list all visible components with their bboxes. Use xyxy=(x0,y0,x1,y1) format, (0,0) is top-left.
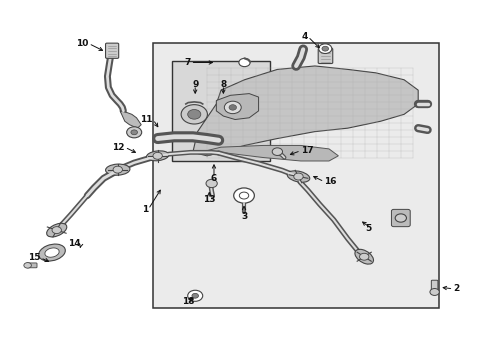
Text: 2: 2 xyxy=(452,284,459,293)
Circle shape xyxy=(131,130,137,135)
Text: 3: 3 xyxy=(241,212,246,221)
Ellipse shape xyxy=(46,223,67,237)
Circle shape xyxy=(239,192,248,199)
Text: 9: 9 xyxy=(192,80,198,89)
Circle shape xyxy=(191,293,198,298)
FancyBboxPatch shape xyxy=(430,280,437,292)
Text: 6: 6 xyxy=(210,174,217,183)
Text: 10: 10 xyxy=(76,39,88,48)
Circle shape xyxy=(24,262,31,268)
Text: 1: 1 xyxy=(142,205,148,214)
Polygon shape xyxy=(192,66,417,156)
Circle shape xyxy=(429,288,438,296)
Text: 15: 15 xyxy=(28,253,40,262)
Text: 13: 13 xyxy=(203,194,215,203)
Polygon shape xyxy=(216,94,258,120)
Polygon shape xyxy=(120,111,141,128)
Ellipse shape xyxy=(45,248,59,257)
Circle shape xyxy=(394,214,406,222)
FancyBboxPatch shape xyxy=(105,43,119,58)
Circle shape xyxy=(187,109,201,119)
Circle shape xyxy=(238,58,250,67)
Ellipse shape xyxy=(286,171,309,182)
Ellipse shape xyxy=(354,249,373,264)
FancyBboxPatch shape xyxy=(153,44,438,308)
Text: 4: 4 xyxy=(301,32,307,41)
Circle shape xyxy=(321,46,328,51)
Text: 12: 12 xyxy=(112,143,124,152)
Circle shape xyxy=(318,44,331,54)
Text: 8: 8 xyxy=(220,80,226,89)
Circle shape xyxy=(272,148,282,156)
Ellipse shape xyxy=(146,151,168,161)
Text: 5: 5 xyxy=(364,224,370,233)
Text: 14: 14 xyxy=(68,239,81,248)
Ellipse shape xyxy=(39,244,65,261)
Polygon shape xyxy=(206,145,338,161)
Text: 11: 11 xyxy=(140,115,153,124)
Circle shape xyxy=(228,105,236,110)
Circle shape xyxy=(113,166,122,173)
Circle shape xyxy=(233,188,254,203)
Text: 16: 16 xyxy=(324,177,336,186)
FancyBboxPatch shape xyxy=(27,263,37,268)
Text: 7: 7 xyxy=(184,58,190,67)
Circle shape xyxy=(181,105,207,124)
Circle shape xyxy=(187,290,203,301)
FancyBboxPatch shape xyxy=(171,61,270,161)
FancyBboxPatch shape xyxy=(390,210,409,227)
Circle shape xyxy=(293,173,303,180)
Ellipse shape xyxy=(105,164,130,175)
Circle shape xyxy=(153,152,162,159)
Circle shape xyxy=(126,127,142,138)
Circle shape xyxy=(205,179,217,188)
Circle shape xyxy=(52,227,61,234)
Circle shape xyxy=(224,101,241,114)
Text: 18: 18 xyxy=(182,297,194,306)
Circle shape xyxy=(359,253,368,260)
FancyBboxPatch shape xyxy=(318,48,332,63)
Text: 17: 17 xyxy=(300,146,313,155)
